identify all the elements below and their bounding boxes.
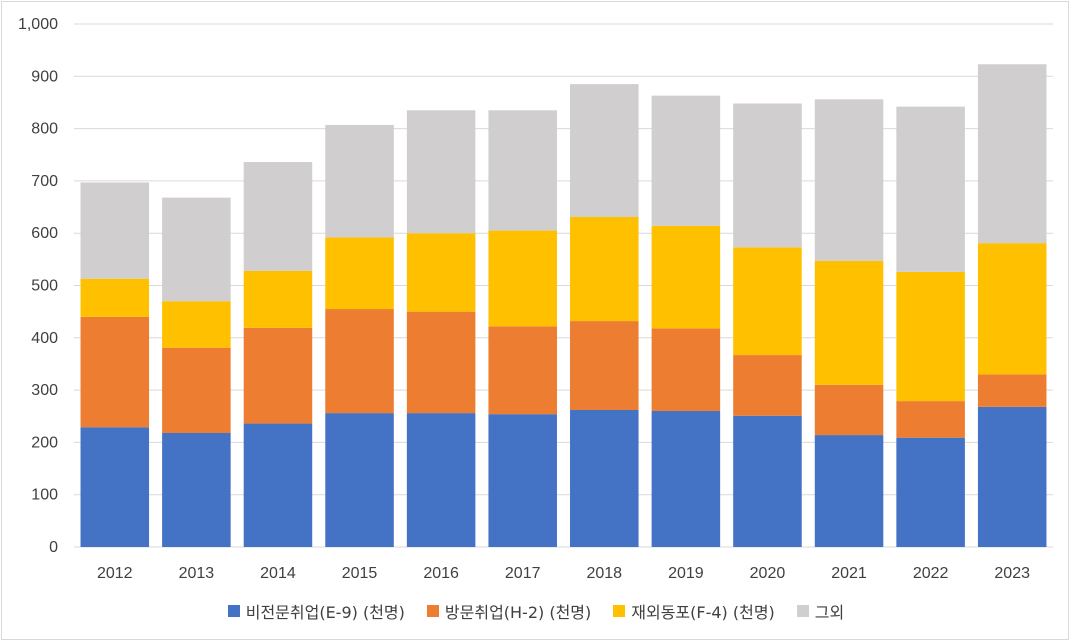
bar-segment (651, 411, 721, 547)
bar-segment (733, 415, 802, 547)
y-tick-label: 500 (31, 278, 58, 295)
bar-segment (325, 237, 394, 310)
y-tick-label: 0 (49, 539, 58, 556)
bar-segment (325, 413, 394, 547)
y-tick-label: 400 (31, 330, 58, 347)
legend-item: 비전문취업(E-9) (천명) (227, 599, 405, 623)
bar-segment (977, 243, 1047, 375)
legend-item: 방문취업(H-2) (천명) (426, 599, 592, 623)
x-tick-label: 2018 (586, 565, 622, 582)
bar-segment (243, 423, 313, 547)
x-tick-label: 2022 (913, 565, 949, 582)
bar-segment (80, 316, 150, 428)
bar-segment (325, 124, 394, 238)
legend-item: 재외동포(F-4) (천명) (613, 599, 775, 623)
bar-segment (570, 321, 639, 410)
legend-swatch (796, 605, 809, 617)
legend-label: 비전문취업(E-9) (천명) (245, 603, 405, 622)
legend-swatch (613, 605, 626, 617)
x-tick-label: 2015 (342, 565, 378, 582)
bar-segment (325, 309, 394, 414)
bar-segment (243, 270, 313, 328)
bar-segment (651, 225, 721, 329)
bar-segment (977, 406, 1047, 547)
bar-segment (80, 182, 150, 279)
bar-segment (162, 301, 231, 348)
y-axis-ticks: 0 100 200 300 400 500 600 700 800 900 1,000 (18, 16, 58, 556)
bar-segment (896, 106, 965, 272)
bar-segment (896, 437, 965, 547)
bar-segment (651, 95, 721, 226)
bar-segment (733, 103, 802, 248)
bar-segment (406, 311, 476, 414)
y-tick-label: 200 (31, 434, 58, 451)
bar-segment (977, 374, 1047, 407)
y-tick-label: 100 (31, 487, 58, 504)
bar-segment (80, 278, 150, 317)
x-tick-label: 2021 (831, 565, 867, 582)
x-tick-label: 2017 (505, 565, 541, 582)
bar-segment (814, 99, 884, 261)
y-tick-label: 800 (31, 121, 58, 138)
y-tick-label: 1,000 (18, 16, 58, 33)
y-tick-label: 700 (31, 173, 58, 190)
bar-segment (406, 413, 476, 547)
x-tick-label: 2014 (260, 565, 296, 582)
bar-segment (977, 64, 1047, 244)
legend-swatch (227, 605, 240, 617)
legend: 비전문취업(E-9) (천명) 방문취업(H-2) (천명) 재외동포(F-4) (… (0, 599, 1072, 623)
bar-segment (406, 110, 476, 234)
bar-segment (570, 216, 639, 322)
legend-item: 그외 (796, 599, 845, 623)
x-axis-ticks: 2012 2013 2014 2015 2016 2017 2018 2019 2020 2021… (97, 565, 1030, 582)
bar-segment (488, 230, 557, 327)
bar-segment (488, 110, 557, 231)
bars (80, 64, 1047, 547)
x-tick-label: 2013 (179, 565, 215, 582)
legend-label: 그외 (814, 603, 845, 622)
legend-swatch (426, 605, 439, 617)
bar-segment (896, 271, 965, 402)
bar-segment (651, 328, 721, 412)
bar-segment (243, 327, 313, 424)
x-tick-label: 2012 (97, 565, 133, 582)
bar-segment (162, 197, 231, 302)
bar-segment (80, 427, 150, 547)
bar-segment (570, 409, 639, 547)
x-tick-label: 2016 (423, 565, 459, 582)
y-tick-label: 900 (31, 68, 58, 85)
bar-segment (814, 384, 884, 436)
y-tick-label: 600 (31, 225, 58, 242)
x-tick-label: 2019 (668, 565, 704, 582)
bar-segment (570, 84, 639, 217)
bar-segment (488, 326, 557, 415)
legend-label: 방문취업(H-2) (천명) (444, 603, 592, 622)
y-tick-label: 300 (31, 382, 58, 399)
legend-label: 재외동포(F-4) (천명) (631, 603, 775, 622)
x-tick-label: 2023 (994, 565, 1030, 582)
bar-segment (733, 355, 802, 416)
gridlines (74, 23, 1053, 548)
x-tick-label: 2020 (750, 565, 786, 582)
bar-segment (896, 401, 965, 438)
bar-segment (243, 162, 313, 271)
bar-segment (162, 347, 231, 433)
bar-segment (406, 233, 476, 312)
bar-segment (488, 414, 557, 547)
bar-segment (814, 435, 884, 547)
bar-segment (814, 260, 884, 385)
bar-segment (162, 432, 231, 547)
bar-segment (733, 247, 802, 356)
